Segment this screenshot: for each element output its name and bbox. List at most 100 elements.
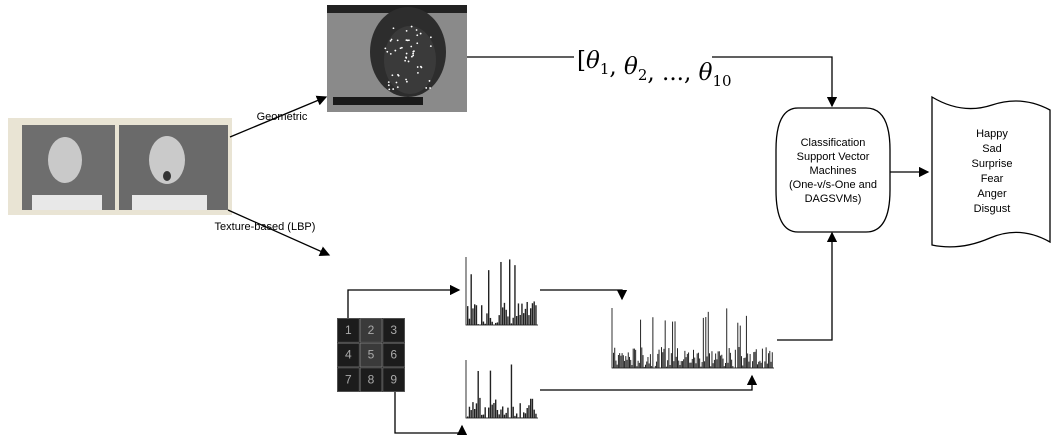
- landmarks: [384, 25, 432, 91]
- hist-bar: [519, 314, 521, 325]
- hist-bar: [643, 366, 645, 368]
- hist-axes: [611, 308, 774, 369]
- hist-bar: [495, 399, 497, 418]
- hist-bar: [679, 364, 681, 368]
- hist-bar: [717, 351, 719, 368]
- hist-bar: [694, 357, 696, 368]
- hist-bar: [509, 417, 511, 418]
- hist-bar: [512, 317, 514, 325]
- emotion: Surprise: [972, 158, 1013, 170]
- hist-bar: [709, 353, 710, 368]
- landmark: [419, 65, 422, 68]
- hist-bar: [502, 406, 504, 418]
- hist-bar: [753, 352, 755, 368]
- hist-bar: [472, 402, 474, 418]
- symbol: θ: [624, 54, 638, 80]
- hist-bar: [745, 315, 747, 368]
- hist-bar: [514, 265, 516, 325]
- hist-bar: [669, 364, 671, 368]
- hist-bar: [723, 366, 725, 368]
- hist-bar: [510, 364, 513, 418]
- hist-bar: [684, 350, 686, 368]
- landmark: [405, 56, 407, 59]
- arrow: [394, 392, 468, 436]
- hist-bar: [632, 348, 634, 368]
- hist-bar: [739, 325, 741, 368]
- landmark: [391, 74, 394, 77]
- hist-bar: [701, 362, 703, 368]
- classifier-line: Support Vector: [797, 151, 870, 163]
- hist-bar: [528, 315, 530, 325]
- hist-bar: [475, 305, 478, 325]
- hist-bar: [502, 307, 504, 325]
- hist-bar: [656, 361, 658, 368]
- subscript: 2: [638, 66, 648, 84]
- hist-bar: [731, 359, 733, 368]
- hist-bar: [470, 410, 472, 418]
- hist-bar: [489, 317, 492, 325]
- hist-bar: [500, 261, 502, 325]
- hist-bar: [770, 361, 772, 368]
- hist-bar: [470, 274, 472, 325]
- hist-bar: [683, 359, 685, 368]
- output-doc: [931, 95, 1051, 248]
- grid-number: 8: [368, 372, 375, 386]
- landmark: [395, 81, 398, 84]
- landmark: [388, 88, 391, 91]
- hist-bar: [715, 353, 717, 368]
- hist-bar: [761, 348, 763, 368]
- hist-bar: [475, 403, 478, 418]
- hist-bar: [702, 317, 704, 368]
- hist-bar: [622, 355, 624, 368]
- hist-bar: [691, 358, 693, 368]
- classifier-line: Machines: [809, 165, 857, 177]
- separator: ,: [609, 54, 624, 80]
- hist-bar: [706, 356, 708, 368]
- hist-bar: [755, 349, 757, 368]
- hist-bar: [749, 354, 751, 368]
- hist-bar: [521, 303, 523, 325]
- hist-bar: [654, 365, 656, 368]
- hist-bar: [491, 404, 493, 418]
- hist-bar: [507, 407, 509, 418]
- hist-bar: [721, 354, 723, 368]
- grid-number: 4: [345, 348, 352, 362]
- hist-bar: [752, 361, 754, 368]
- arrow: [229, 95, 328, 138]
- hist-bar: [509, 259, 511, 325]
- grid-number: 7: [345, 372, 352, 386]
- hist-bar: [613, 352, 614, 368]
- classifier-line: (One-v/s-One and: [789, 179, 877, 191]
- grid-cell: [359, 367, 383, 392]
- hist-bar: [758, 361, 760, 368]
- grid-cell: [382, 367, 405, 392]
- hist-bar: [665, 366, 667, 368]
- landmark: [392, 27, 395, 30]
- grid-cell: [359, 342, 383, 368]
- hist-bar: [711, 351, 713, 368]
- emotions: Happy Sad Surprise Fear Anger Disgust: [972, 128, 1013, 215]
- hist-bar: [681, 361, 683, 368]
- landmark: [416, 42, 419, 45]
- landmark: [410, 25, 413, 28]
- hist-bar: [489, 370, 492, 418]
- hist-bar: [642, 355, 644, 368]
- hist-bar: [524, 308, 527, 325]
- hist-bar: [523, 412, 525, 418]
- landmark: [392, 88, 395, 90]
- hist-bar: [662, 352, 664, 368]
- hist-bar: [481, 305, 483, 325]
- hist-bar: [672, 321, 674, 368]
- hist-bar: [712, 363, 714, 368]
- grid-cell: [382, 342, 405, 368]
- grid-number: 6: [390, 348, 397, 362]
- hist-bar: [710, 366, 712, 368]
- emotion: Sad: [982, 143, 1002, 155]
- hist-bar: [658, 349, 660, 368]
- hist-bar: [482, 414, 485, 418]
- hist-bar: [526, 408, 528, 418]
- emotion: Fear: [981, 173, 1004, 185]
- emotion: Anger: [977, 188, 1007, 200]
- hist-bar: [500, 409, 502, 418]
- hist-bar: [617, 354, 619, 368]
